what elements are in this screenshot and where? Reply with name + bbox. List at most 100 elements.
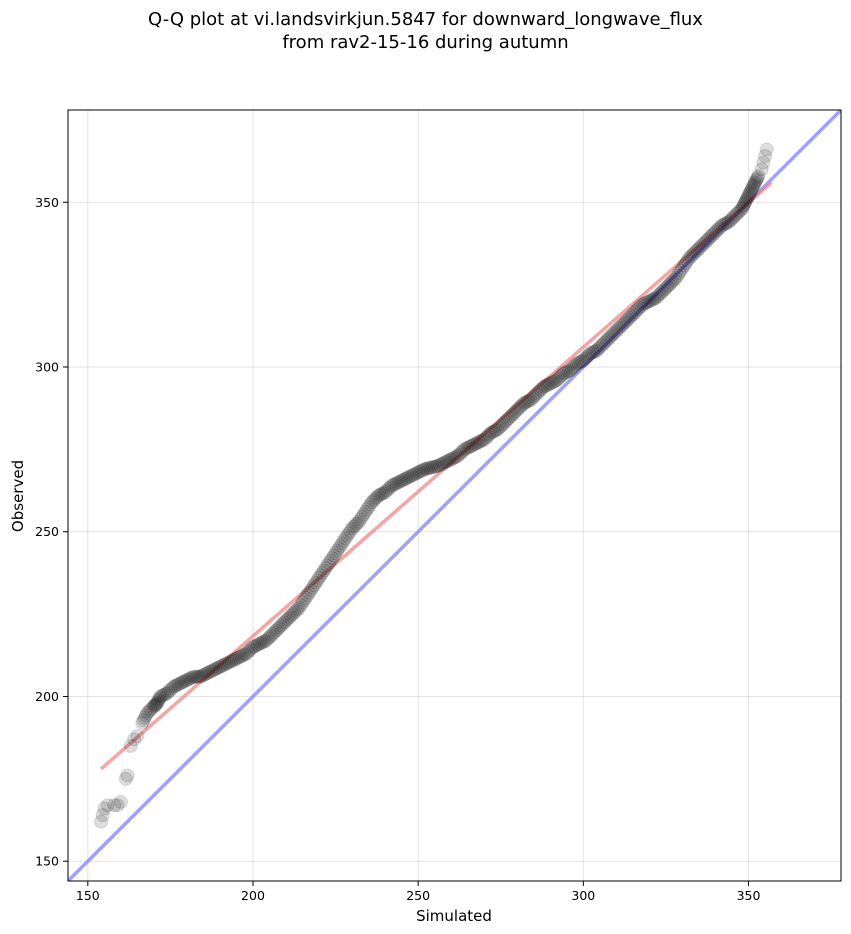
qq-point (341, 526, 356, 541)
qq-point (708, 224, 723, 239)
qq-point (678, 256, 693, 271)
qq-point (747, 177, 762, 192)
qq-point (283, 608, 298, 623)
qq-point (506, 406, 521, 421)
qq-point (597, 335, 612, 350)
qq-point (544, 375, 559, 390)
qq-point (361, 500, 376, 515)
qq-point (270, 621, 285, 636)
qq-point (435, 456, 450, 471)
qq-point (701, 231, 716, 246)
x-tick-label: 350 (737, 888, 761, 903)
qq-point (247, 639, 262, 654)
qq-point (606, 327, 621, 342)
qq-point (146, 699, 161, 714)
qq-point (698, 234, 713, 249)
qq-point (272, 620, 287, 635)
qq-point (363, 497, 378, 512)
qq-point (204, 663, 219, 678)
qq-point (295, 595, 310, 610)
qq-point (227, 652, 242, 667)
qq-point (556, 366, 571, 381)
qq-point (317, 563, 332, 578)
qq-point (632, 300, 647, 315)
qq-point (571, 355, 586, 370)
plot-frame (67, 109, 842, 882)
qq-point (297, 593, 312, 608)
qq-point (282, 610, 297, 625)
qq-point (724, 211, 739, 226)
qq-point (579, 350, 594, 365)
qq-point (569, 356, 584, 371)
qq-point (421, 461, 436, 476)
qq-point (113, 794, 128, 809)
qq-point (287, 605, 302, 620)
qq-point (645, 292, 660, 307)
qq-point (350, 516, 365, 531)
qq-point (189, 669, 204, 684)
qq-point (521, 393, 536, 408)
qq-point (320, 558, 335, 573)
qq-point (168, 678, 183, 693)
qq-point (257, 634, 272, 649)
qq-point (338, 531, 353, 546)
qq-point (539, 378, 554, 393)
qq-point (553, 369, 568, 384)
qq-point (500, 412, 515, 427)
qq-point (686, 246, 701, 261)
qq-point (468, 436, 483, 451)
qq-point (94, 814, 109, 829)
qq-point (464, 439, 479, 454)
qq-point (313, 568, 328, 583)
y-tick-label: 150 (35, 854, 59, 869)
qq-point (536, 379, 551, 394)
qq-point (639, 295, 654, 310)
chart-title-line-1: Q-Q plot at vi.landsvirkjun.5847 for dow… (148, 9, 703, 30)
qq-point (376, 486, 391, 501)
qq-point (558, 365, 573, 380)
qq-point (691, 241, 706, 256)
qq-point (330, 543, 345, 558)
qq-point (493, 419, 508, 434)
qq-point (318, 560, 333, 575)
qq-point (174, 675, 189, 690)
qq-point (209, 661, 224, 676)
qq-point (589, 343, 604, 358)
qq-point (401, 470, 416, 485)
qq-point (267, 625, 282, 640)
qq-point (203, 664, 218, 679)
qq-point (326, 548, 341, 563)
qq-point (214, 659, 229, 674)
qq-point (640, 294, 655, 309)
qq-point (685, 247, 700, 262)
qq-point (193, 669, 208, 684)
qq-point (758, 149, 773, 164)
qq-point (364, 495, 379, 510)
qq-point (735, 200, 750, 215)
qq-point (592, 340, 607, 355)
qq-point (743, 185, 758, 200)
identity-line (68, 110, 841, 881)
qq-point (184, 670, 199, 685)
qq-point (414, 463, 429, 478)
qq-point (358, 504, 373, 519)
qq-point (749, 172, 764, 187)
qq-point (292, 600, 307, 615)
qq-point (149, 696, 164, 711)
qq-point (394, 473, 409, 488)
qq-point (300, 588, 315, 603)
qq-point (412, 464, 427, 479)
qq-point (647, 291, 662, 306)
qq-point (546, 374, 561, 389)
qq-point (483, 425, 498, 440)
axis-ticks: 150 200 250 300 350 150 200 250 300 350 (35, 195, 760, 903)
qq-point (147, 698, 162, 713)
qq-point (110, 798, 125, 813)
qq-point (652, 287, 667, 302)
y-axis-label: Observed (9, 460, 27, 532)
qq-point (151, 694, 166, 709)
qq-point (485, 425, 500, 440)
qq-point (748, 175, 763, 190)
qq-point (373, 487, 388, 502)
